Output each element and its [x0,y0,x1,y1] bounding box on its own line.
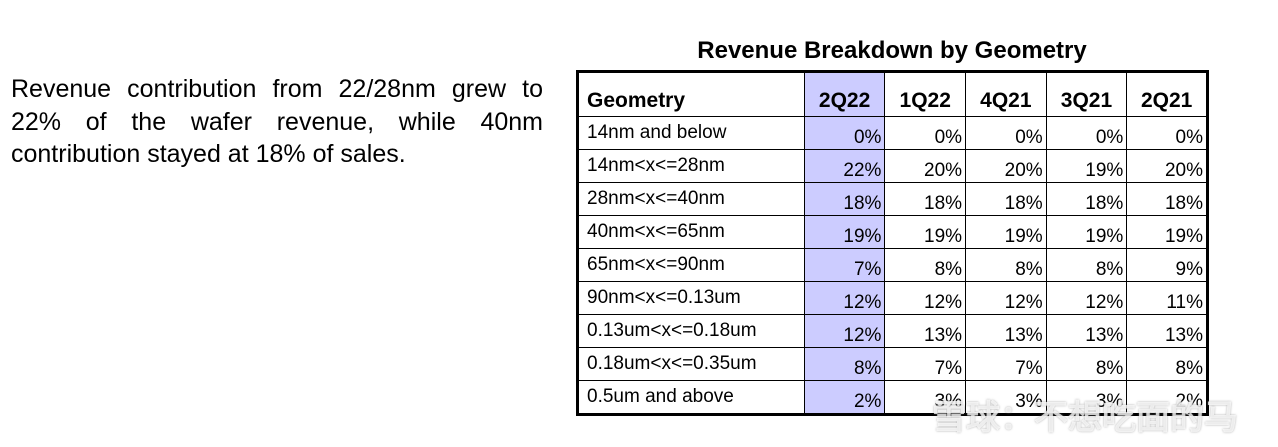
row-value-1q22: 19% [884,215,967,249]
row-value-2q21: 2% [1126,380,1208,415]
row-value-3q21: 19% [1045,149,1128,183]
row-value-4q21: 8% [965,248,1047,282]
row-value-2q22: 12% [803,281,886,315]
row-geometry-label: 40nm<x<=65nm [577,215,805,249]
row-value-3q21: 8% [1045,248,1128,282]
header-2q22: 2Q22 [803,71,886,117]
row-value-1q22: 13% [884,314,967,348]
table-body: 14nm and below 0% 0% 0% 0% 0% 14nm<x<=28nm 22% 2… [577,116,1208,415]
row-value-1q22: 7% [884,347,967,381]
row-geometry-label: 14nm<x<=28nm [577,149,805,183]
row-value-2q21: 19% [1126,215,1208,249]
header-1q22: 1Q22 [884,71,967,117]
table-row: 0.13um<x<=0.18um 12% 13% 13% 13% 13% [577,314,1208,348]
row-value-2q22: 8% [803,347,886,381]
row-value-3q21: 12% [1045,281,1128,315]
row-geometry-label: 90nm<x<=0.13um [577,281,805,315]
row-value-3q21: 13% [1045,314,1128,348]
row-value-3q21: 0% [1045,116,1128,150]
row-value-4q21: 3% [965,380,1047,415]
revenue-geometry-table: Geometry 2Q22 1Q22 4Q21 3Q21 2Q21 14nm a… [576,70,1209,416]
table-row: 14nm<x<=28nm 22% 20% 20% 19% 20% [577,149,1208,183]
table-header-row: Geometry 2Q22 1Q22 4Q21 3Q21 2Q21 [577,71,1208,117]
row-geometry-label: 65nm<x<=90nm [577,248,805,282]
row-value-4q21: 18% [965,182,1047,216]
table-row: 28nm<x<=40nm 18% 18% 18% 18% 18% [577,182,1208,216]
row-value-2q21: 8% [1126,347,1208,381]
row-value-4q21: 0% [965,116,1047,150]
header-geometry: Geometry [577,71,805,117]
header-2q21: 2Q21 [1126,71,1208,117]
table-title: Revenue Breakdown by Geometry [697,37,1087,64]
row-value-2q21: 20% [1126,149,1208,183]
row-value-2q22: 12% [803,314,886,348]
row-value-2q21: 0% [1126,116,1208,150]
row-value-2q22: 0% [803,116,886,150]
header-4q21: 4Q21 [965,71,1047,117]
table-row: 0.18um<x<=0.35um 8% 7% 7% 8% 8% [577,347,1208,381]
row-value-4q21: 12% [965,281,1047,315]
row-value-2q22: 18% [803,182,886,216]
row-value-2q22: 19% [803,215,886,249]
row-value-1q22: 20% [884,149,967,183]
row-value-2q22: 22% [803,149,886,183]
row-value-4q21: 13% [965,314,1047,348]
row-value-4q21: 7% [965,347,1047,381]
row-value-1q22: 12% [884,281,967,315]
row-value-4q21: 19% [965,215,1047,249]
row-value-2q21: 9% [1126,248,1208,282]
table-row: 65nm<x<=90nm 7% 8% 8% 8% 9% [577,248,1208,282]
row-value-1q22: 3% [884,380,967,415]
row-value-2q21: 11% [1126,281,1208,315]
narrative-text: Revenue contribution from 22/28nm grew t… [11,75,543,168]
row-value-1q22: 8% [884,248,967,282]
row-value-1q22: 0% [884,116,967,150]
table-row: 14nm and below 0% 0% 0% 0% 0% [577,116,1208,150]
row-value-4q21: 20% [965,149,1047,183]
row-value-3q21: 3% [1045,380,1128,415]
row-value-3q21: 18% [1045,182,1128,216]
row-value-1q22: 18% [884,182,967,216]
row-geometry-label: 0.13um<x<=0.18um [577,314,805,348]
row-geometry-label: 0.5um and above [577,380,805,415]
table-row: 90nm<x<=0.13um 12% 12% 12% 12% 11% [577,281,1208,315]
row-value-2q21: 18% [1126,182,1208,216]
table-row: 40nm<x<=65nm 19% 19% 19% 19% 19% [577,215,1208,249]
row-value-2q22: 2% [803,380,886,415]
row-value-2q21: 13% [1126,314,1208,348]
row-value-3q21: 8% [1045,347,1128,381]
row-value-2q22: 7% [803,248,886,282]
row-geometry-label: 0.18um<x<=0.35um [577,347,805,381]
table-row: 0.5um and above 2% 3% 3% 3% 2% [577,380,1208,415]
row-value-3q21: 19% [1045,215,1128,249]
header-3q21: 3Q21 [1045,71,1128,117]
row-geometry-label: 28nm<x<=40nm [577,182,805,216]
row-geometry-label: 14nm and below [577,116,805,150]
